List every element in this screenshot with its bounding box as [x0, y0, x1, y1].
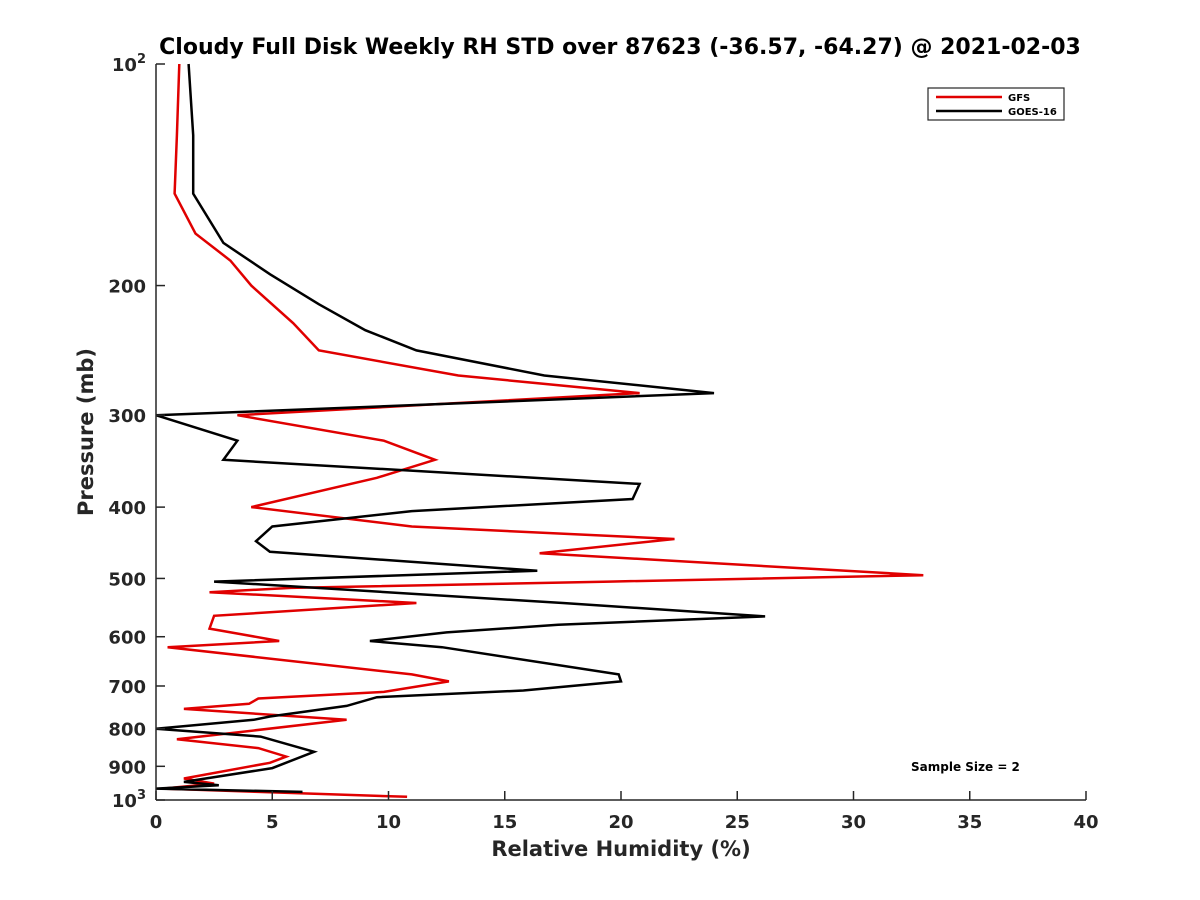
y-tick-label: 400 — [108, 498, 146, 519]
y-axis-label: Pressure (mb) — [74, 348, 98, 516]
y-tick-label: 700 — [108, 677, 146, 698]
x-tick-label: 35 — [957, 812, 982, 833]
y-tick-label: 102 — [112, 52, 146, 76]
y-tick-label: 300 — [108, 406, 146, 427]
x-tick-label: 15 — [492, 812, 517, 833]
x-tick-label: 30 — [841, 812, 866, 833]
x-tick-label: 25 — [725, 812, 750, 833]
y-tick-label: 500 — [108, 569, 146, 590]
y-ticks: 102 200 300 400 500 600 700 800 900 103 — [108, 52, 165, 812]
x-tick-label: 20 — [608, 812, 633, 833]
series-lines — [155, 63, 924, 799]
x-tick-label: 0 — [150, 812, 163, 833]
y-tick-label: 103 — [112, 788, 146, 812]
x-tick-label: 40 — [1073, 812, 1098, 833]
legend-gfs-label: GFS — [1008, 93, 1030, 104]
chart-title: Cloudy Full Disk Weekly RH STD over 8762… — [159, 35, 1081, 60]
legend: GFS GOES-16 — [927, 87, 1065, 121]
legend-box — [927, 87, 1065, 121]
x-axis-label: Relative Humidity (%) — [491, 837, 750, 861]
x-tick-label: 10 — [376, 812, 401, 833]
series-line-goes-16 — [155, 63, 766, 794]
y-tick-label: 200 — [108, 277, 146, 298]
x-ticks: 0 5 10 15 20 25 30 35 40 — [150, 791, 1099, 833]
axes — [155, 64, 1086, 801]
y-tick-label: 900 — [108, 757, 146, 778]
y-tick-label: 800 — [108, 720, 146, 741]
series-line-gfs — [162, 63, 924, 799]
x-tick-label: 5 — [266, 812, 279, 833]
y-tick-label: 600 — [108, 628, 146, 649]
sample-size-annotation: Sample Size = 2 — [911, 760, 1020, 774]
legend-goes16-label: GOES-16 — [1008, 107, 1057, 118]
